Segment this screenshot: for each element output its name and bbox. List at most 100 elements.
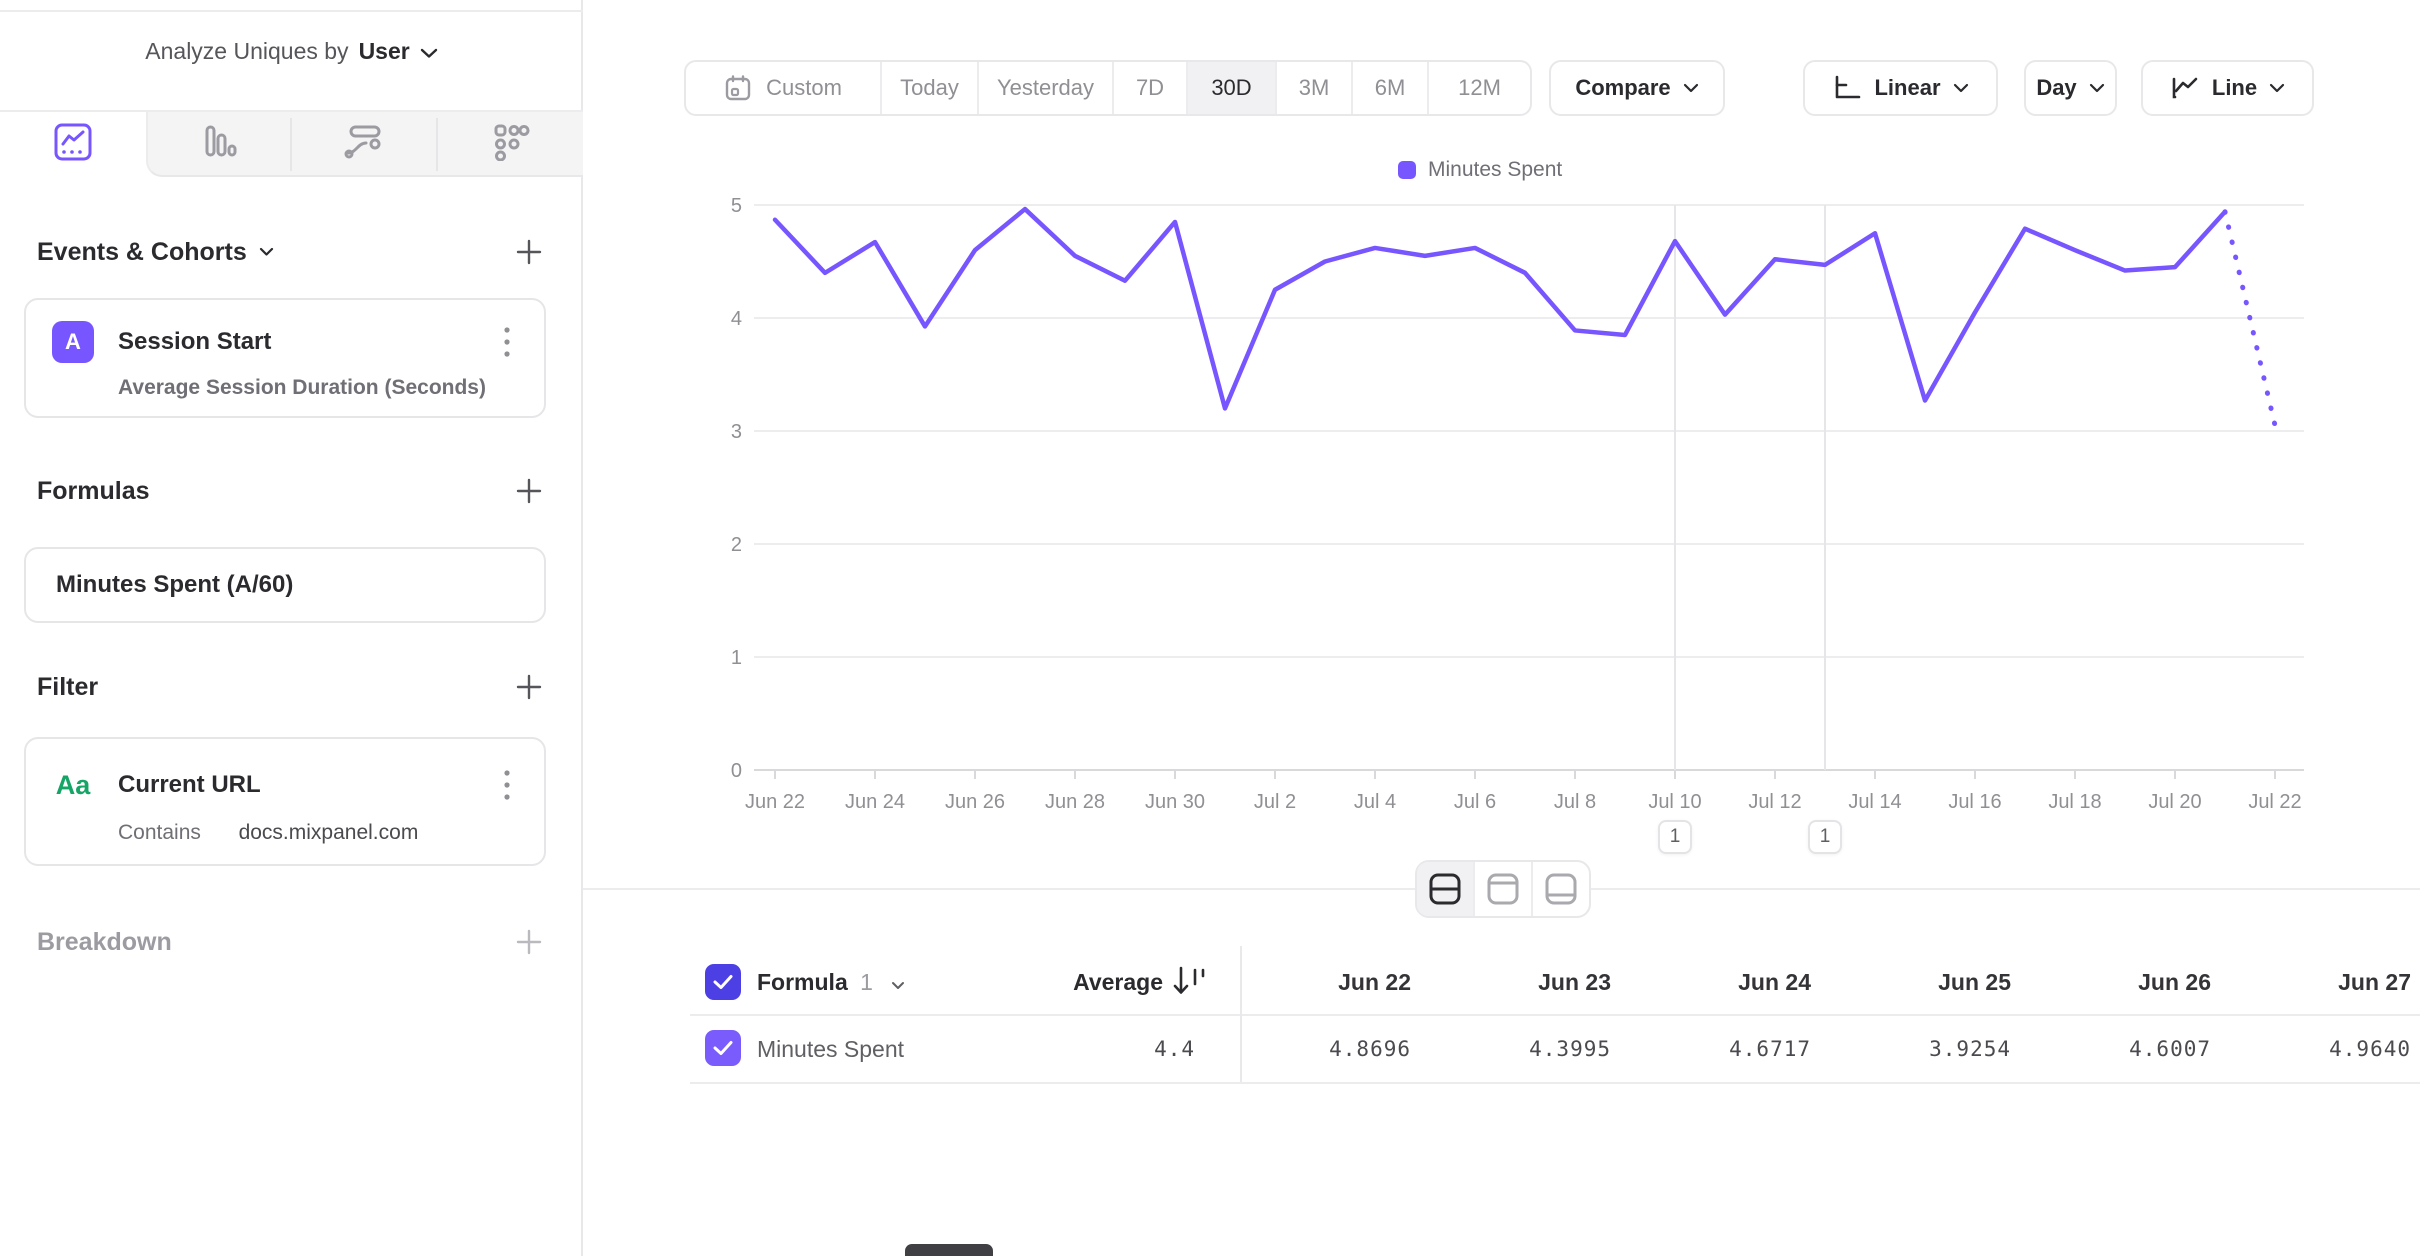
tab-metric[interactable]: [437, 112, 583, 177]
chart-legend[interactable]: Minutes Spent: [1398, 158, 1562, 182]
filter-value[interactable]: docs.mixpanel.com: [238, 821, 419, 844]
events-cohorts-label: Events & Cohorts: [37, 237, 247, 266]
chart-line[interactable]: [772, 206, 2228, 411]
cell-jun24: 4.6717: [1729, 1037, 1811, 1061]
chevron-down-icon: [1953, 83, 1968, 93]
column-header-jun26[interactable]: Jun 26: [2138, 969, 2211, 995]
date-range-12m[interactable]: 12M: [1458, 75, 1501, 100]
panel-layout-toggle: [1415, 860, 1591, 918]
event-aggregation[interactable]: Average Session Duration (Seconds): [118, 376, 486, 399]
column-header-jun27[interactable]: Jun 27: [2338, 969, 2411, 995]
filter-operator[interactable]: Contains: [118, 821, 201, 844]
kebab-menu-icon[interactable]: [492, 767, 522, 803]
add-breakdown-button[interactable]: [512, 925, 546, 959]
cell-jun25: 3.9254: [1929, 1037, 2011, 1061]
formula-header-label: Formula: [757, 969, 848, 995]
chart-style-label: Line: [2211, 75, 2258, 100]
cell-jun22: 4.8696: [1329, 1037, 1411, 1061]
cell-jun26: 4.6007: [2129, 1037, 2211, 1061]
x-axis-label: Jul 20: [2148, 791, 2201, 813]
sort-icon[interactable]: [1172, 964, 1208, 1003]
formula-expression: Minutes Spent (A/60): [56, 571, 294, 598]
chevron-down-icon: [2270, 83, 2285, 93]
tab-line-chart[interactable]: [0, 112, 146, 177]
analyze-label: Analyze Uniques by: [145, 37, 349, 64]
chevron-down-icon: [259, 247, 273, 256]
x-axis-label: Jun 24: [845, 791, 905, 813]
query-sidebar: Analyze Uniques by User: [0, 0, 583, 1256]
chevron-down-icon: [420, 38, 438, 65]
chart-line-incomplete[interactable]: [2222, 209, 2278, 428]
row-series-name[interactable]: Minutes Spent: [757, 1036, 905, 1062]
breakdown-header: Breakdown: [37, 922, 546, 962]
y-axis-label: 4: [731, 308, 742, 330]
filter-property-name: Current URL: [118, 771, 261, 798]
date-range-6m[interactable]: 6M: [1353, 62, 1429, 114]
date-range-30d[interactable]: 30D: [1188, 62, 1277, 114]
divider: [436, 118, 438, 171]
date-range-control: Custom Today Yesterday 7D 30D 3M 6M 12M: [684, 60, 1532, 116]
formula-card[interactable]: Minutes Spent (A/60): [24, 547, 546, 623]
x-axis-label: Jul 8: [1554, 791, 1596, 813]
formulas-label: Formulas: [37, 476, 150, 505]
select-all-checkbox[interactable]: [705, 964, 741, 1000]
date-range-today[interactable]: Today: [882, 62, 979, 114]
line-chart-icon: [53, 122, 93, 167]
layout-chart-only-button[interactable]: [1475, 862, 1533, 916]
row-checkbox[interactable]: [705, 1030, 741, 1066]
legend-swatch: [1398, 161, 1416, 179]
line-style-icon: [2172, 77, 2198, 99]
check-icon: [713, 1041, 733, 1055]
granularity-button[interactable]: Day: [2024, 60, 2117, 116]
column-header-jun25[interactable]: Jun 25: [1938, 969, 2011, 995]
add-event-button[interactable]: [512, 235, 546, 269]
layout-bottom-panel-icon: [1545, 873, 1577, 905]
tab-bar-chart[interactable]: [146, 112, 292, 177]
linear-scale-icon: [1836, 75, 1861, 99]
divider: [690, 1014, 2420, 1016]
column-header-jun22[interactable]: Jun 22: [1338, 969, 1411, 995]
column-header-jun24[interactable]: Jun 24: [1738, 969, 1811, 995]
annotation-badge[interactable]: 1: [1658, 820, 1692, 854]
x-axis-label: Jul 14: [1848, 791, 1901, 813]
kebab-menu-icon[interactable]: [492, 324, 522, 360]
layout-top-panel-icon: [1487, 873, 1519, 905]
date-range-yesterday[interactable]: Yesterday: [979, 62, 1114, 114]
granularity-label: Day: [2036, 75, 2077, 100]
date-range-custom[interactable]: Custom: [686, 62, 882, 114]
x-axis-label: Jul 6: [1454, 791, 1496, 813]
x-axis-label: Jul 16: [1948, 791, 2001, 813]
scale-selector-button[interactable]: Linear: [1803, 60, 1998, 116]
annotation-badge[interactable]: 1: [1808, 820, 1842, 854]
y-axis-label: 3: [731, 421, 742, 443]
event-card-session-start[interactable]: A Session Start Average Session Duration…: [24, 298, 546, 418]
chart-style-button[interactable]: Line: [2141, 60, 2314, 116]
add-formula-button[interactable]: [512, 474, 546, 508]
metric-grid-icon: [490, 121, 530, 166]
date-range-3m[interactable]: 3M: [1277, 62, 1353, 114]
date-range-7d[interactable]: 7D: [1114, 62, 1188, 114]
tab-flow[interactable]: [291, 112, 437, 177]
line-chart-canvas[interactable]: 0 1 2 3 4 5 Jun 22 Jun 24 Jun 26 Jun 28 Jun 30 Jul …: [690, 195, 2370, 835]
add-filter-button[interactable]: [512, 670, 546, 704]
filter-card-current-url[interactable]: Aa Current URL Contains docs.mixpanel.co…: [24, 737, 546, 866]
x-axis-label: Jun 26: [945, 791, 1005, 813]
layout-table-only-button[interactable]: [1533, 862, 1589, 916]
table-name-header[interactable]: Formula 1: [757, 969, 905, 996]
formula-header-number: 1: [860, 969, 873, 995]
calendar-icon: [725, 75, 751, 101]
x-axis-label: Jul 10: [1648, 791, 1701, 813]
divider: [290, 118, 292, 171]
column-header-jun23[interactable]: Jun 23: [1538, 969, 1611, 995]
events-cohorts-title[interactable]: Events & Cohorts: [37, 238, 274, 267]
analyze-uniques-selector[interactable]: Analyze Uniques by User: [0, 26, 583, 76]
filter-condition[interactable]: Contains docs.mixpanel.com: [118, 821, 418, 845]
cell-jun27: 4.9640: [2329, 1037, 2411, 1061]
x-axis-label: Jul 22: [2248, 791, 2301, 813]
layout-split-button[interactable]: [1417, 862, 1475, 916]
x-axis-label: Jun 30: [1145, 791, 1205, 813]
scale-label: Linear: [1874, 75, 1941, 100]
compare-button[interactable]: Compare: [1549, 60, 1725, 116]
x-axis-label: Jul 4: [1354, 791, 1396, 813]
average-column-header[interactable]: Average: [963, 969, 1163, 996]
